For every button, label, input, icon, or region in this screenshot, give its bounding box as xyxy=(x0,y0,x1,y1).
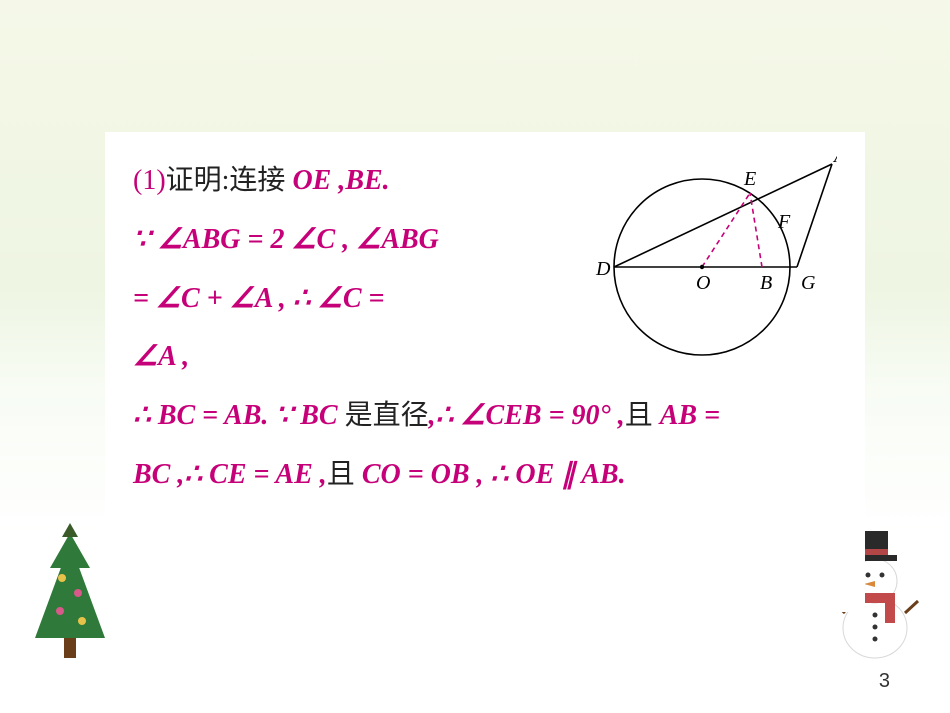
proof-line: ∴ BC = AB. ∵ BC 是直径,∴ ∠CEB = 90° ,且 AB = xyxy=(133,387,837,446)
svg-text:O: O xyxy=(696,272,710,294)
svg-text:B: B xyxy=(760,272,772,294)
svg-text:F: F xyxy=(777,211,791,233)
proof-line: BC ,∴ CE = AE ,且 CO = OB , ∴ OE ∥ AB. xyxy=(133,446,837,505)
svg-text:E: E xyxy=(743,168,756,190)
svg-text:G: G xyxy=(801,272,816,294)
page-number: 3 xyxy=(879,670,890,693)
svg-text:D: D xyxy=(595,258,611,280)
snow-ground xyxy=(0,613,950,673)
geometry-figure: D O B G EF A xyxy=(592,152,837,372)
content-box: DOBGEFA (1)证明:连接 OE ,BE.∵ ∠ABG = 2 ∠C , … xyxy=(105,132,865,612)
svg-text:A: A xyxy=(832,152,837,167)
